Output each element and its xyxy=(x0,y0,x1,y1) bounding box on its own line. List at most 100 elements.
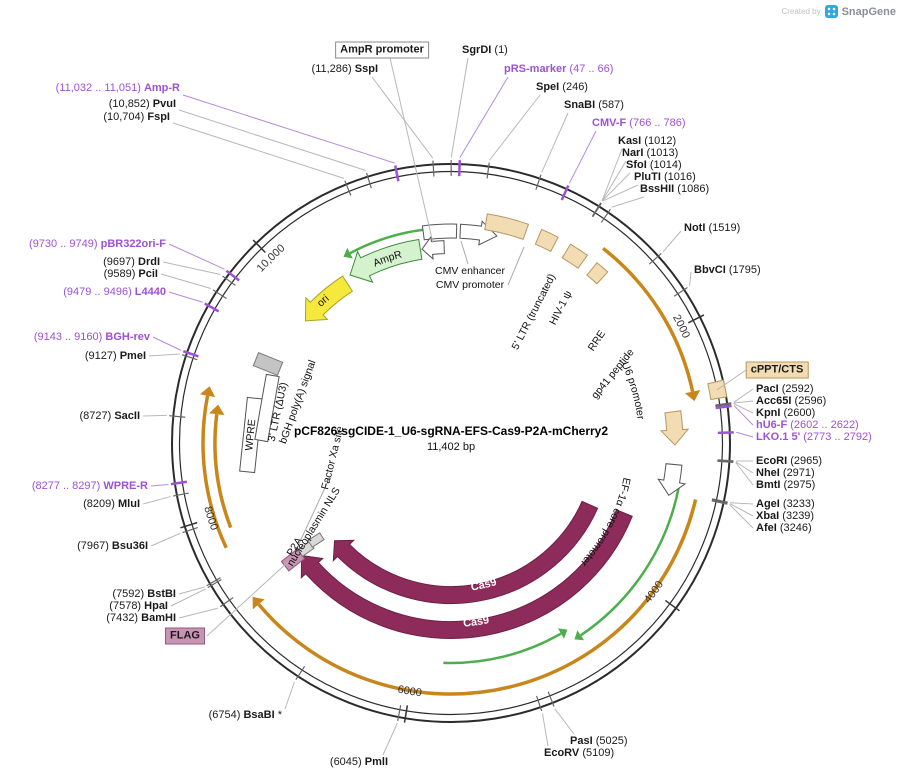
leader-pasi xyxy=(554,708,575,735)
snapgene-watermark: Created by SnapGene xyxy=(781,5,896,18)
primer-label-wpre-r[interactable]: (8277 .. 8297) WPRE-R xyxy=(31,480,148,492)
leader-sfoi xyxy=(602,172,631,202)
enzyme-label-xbai[interactable]: XbaI (3239) xyxy=(756,510,815,522)
feature-label-cas9[interactable]: Cas9 xyxy=(463,614,490,630)
transcript-arc-bottom-green-arrowhead xyxy=(558,628,568,639)
leader-bsabi xyxy=(284,681,295,710)
enzyme-label-nhei[interactable]: NheI (2971) xyxy=(756,467,815,479)
enzyme-label-acc65i[interactable]: Acc65I (2596) xyxy=(756,395,827,407)
enzyme-label-pcii[interactable]: (9589) PciI xyxy=(103,268,158,280)
enzyme-label-drdi[interactable]: (9697) DrdI xyxy=(103,256,160,268)
feature-label-cppt-cts[interactable]: cPPT/CTS xyxy=(745,361,809,379)
leader-bgh-rev xyxy=(152,336,182,351)
ltr3-du3-feature-box[interactable] xyxy=(254,373,280,443)
enzyme-label-sgrdi[interactable]: SgrDI (1) xyxy=(462,44,508,56)
enzyme-label-noti[interactable]: NotI (1519) xyxy=(684,222,741,234)
site-tick xyxy=(394,165,400,182)
enzyme-label-spei[interactable]: SpeI (246) xyxy=(536,81,588,93)
transcript-arc-bottom[interactable] xyxy=(257,499,698,696)
site-tick xyxy=(219,596,234,608)
transcript-arc-left-outer[interactable] xyxy=(201,395,228,549)
primer-label-amp-r[interactable]: (11,032 .. 11,051) Amp-R xyxy=(55,82,180,94)
u6-promoter-feature[interactable] xyxy=(659,410,690,446)
enzyme-label-pmli[interactable]: (6045) PmlI xyxy=(329,756,388,768)
enzyme-label-bamhi[interactable]: (7432) BamHI xyxy=(106,612,176,624)
feature-label-ampr-promoter[interactable]: AmpR promoter xyxy=(335,41,429,59)
ef1a-core-promoter-feature[interactable] xyxy=(657,463,687,496)
enzyme-label-bbvci[interactable]: BbvCI (1795) xyxy=(694,264,761,276)
scale-tick-4000 xyxy=(664,599,680,612)
transcript-arc-right-green[interactable] xyxy=(580,487,680,637)
enzyme-label-pvui[interactable]: (10,852) PvuI xyxy=(108,98,176,110)
feature-label-cmv-promoter[interactable]: CMV promoter xyxy=(436,279,505,291)
primer-label-prs-marker[interactable]: pRS-marker (47 .. 66) xyxy=(504,63,614,75)
primer-label-cmv-f[interactable]: CMV-F (766 .. 786) xyxy=(592,117,686,129)
primer-label-pbr322ori-f[interactable]: (9730 .. 9749) pBR322ori-F xyxy=(29,238,166,250)
leader-extra-0 xyxy=(460,240,469,265)
snapgene-logo-icon xyxy=(824,5,838,18)
enzyme-label-kpni[interactable]: KpnI (2600) xyxy=(756,407,816,419)
leader-extra-2 xyxy=(296,476,331,549)
site-tick xyxy=(169,415,186,418)
site-tick xyxy=(365,172,372,189)
nls-feature-box[interactable] xyxy=(307,532,325,548)
enzyme-label-mlui[interactable]: (8209) MluI xyxy=(83,498,140,510)
enzyme-label-fspi[interactable]: (10,704) FspI xyxy=(103,111,170,123)
leader-sspi xyxy=(371,76,434,159)
ampr-feature[interactable] xyxy=(349,238,423,283)
leader-paci xyxy=(733,388,754,403)
enzyme-label-bsu36i[interactable]: (7967) Bsu36I xyxy=(77,540,148,552)
ltr5-truncated-feature[interactable] xyxy=(484,213,530,241)
leader-lko-1-5 xyxy=(736,431,754,438)
transcript-arc-psi-cppt[interactable] xyxy=(601,246,695,393)
cas9-feature-inner[interactable] xyxy=(332,500,599,604)
enzyme-label-pasi[interactable]: PasI (5025) xyxy=(570,735,628,747)
feature-label-flag[interactable]: FLAG xyxy=(165,627,205,645)
transcript-arc-bottom-green[interactable] xyxy=(443,632,562,665)
enzyme-label-agei[interactable]: AgeI (3233) xyxy=(756,498,815,510)
enzyme-label-bmti[interactable]: BmtI (2975) xyxy=(756,479,816,491)
site-tick xyxy=(600,208,611,223)
enzyme-label-pluti[interactable]: PluTI (1016) xyxy=(634,171,696,183)
primer-label-bgh-rev[interactable]: (9143 .. 9160) BGH-rev xyxy=(33,331,150,343)
hiv1-psi-feature[interactable] xyxy=(534,228,559,253)
site-tick xyxy=(717,460,734,463)
leader-mlui xyxy=(142,496,171,505)
primer-label-l4440[interactable]: (9479 .. 9496) L4440 xyxy=(63,286,166,298)
gp41-peptide-feature[interactable] xyxy=(586,261,609,285)
enzyme-label-bsshii[interactable]: BssHII (1086) xyxy=(640,183,710,195)
enzyme-label-paci[interactable]: PacI (2592) xyxy=(756,383,814,395)
leader-hpai xyxy=(170,588,206,607)
site-tick xyxy=(172,492,189,497)
site-tick xyxy=(648,253,662,265)
plasmid-title-block: pCF826-sgCIDE-1_U6-sgRNA-EFS-Cas9-P2A-mC… xyxy=(294,424,608,453)
leader-afei xyxy=(729,504,754,529)
enzyme-label-bsabi[interactable]: (6754) BsaBI * xyxy=(208,709,282,721)
bgh-polya-feature-box[interactable] xyxy=(252,351,284,377)
ampr-promoter-feature[interactable] xyxy=(421,235,445,261)
transcript-arc-left-inner[interactable] xyxy=(213,414,233,529)
rre-feature[interactable] xyxy=(561,243,589,269)
enzyme-label-hpai[interactable]: (7578) HpaI xyxy=(109,600,168,612)
enzyme-label-afei[interactable]: AfeI (3246) xyxy=(756,522,812,534)
leader-nhei xyxy=(735,461,754,474)
leader-pmei xyxy=(148,353,180,357)
feature-label-wpre[interactable]: WPRE xyxy=(243,419,258,452)
enzyme-label-pmei[interactable]: (9127) PmeI xyxy=(84,350,146,362)
enzyme-label-sspi[interactable]: (11,286) SspI xyxy=(311,63,378,75)
enzyme-label-sacii[interactable]: (8727) SacII xyxy=(79,410,140,422)
enzyme-label-kasi[interactable]: KasI (1012) xyxy=(618,135,677,147)
site-tick xyxy=(222,275,236,286)
enzyme-label-sfoi[interactable]: SfoI (1014) xyxy=(626,159,682,171)
primer-label-hu6-f[interactable]: hU6-F (2602 .. 2622) xyxy=(756,419,859,431)
transcript-arc-psi-cppt-arrowhead xyxy=(685,390,701,402)
primer-label-lko-1-5[interactable]: LKO.1 5' (2773 .. 2792) xyxy=(756,431,872,443)
ori-feature[interactable] xyxy=(304,275,354,322)
enzyme-label-ecorv[interactable]: EcoRV (5109) xyxy=(544,747,615,759)
feature-label-cmv-enhancer[interactable]: CMV enhancer xyxy=(435,265,506,277)
enzyme-label-ecori[interactable]: EcoRI (2965) xyxy=(756,455,823,467)
enzyme-label-snabi[interactable]: SnaBI (587) xyxy=(564,99,624,111)
enzyme-label-bstbi[interactable]: (7592) BstBI xyxy=(112,588,176,600)
leader-sgrdi xyxy=(450,57,469,158)
enzyme-label-nari[interactable]: NarI (1013) xyxy=(622,147,679,159)
